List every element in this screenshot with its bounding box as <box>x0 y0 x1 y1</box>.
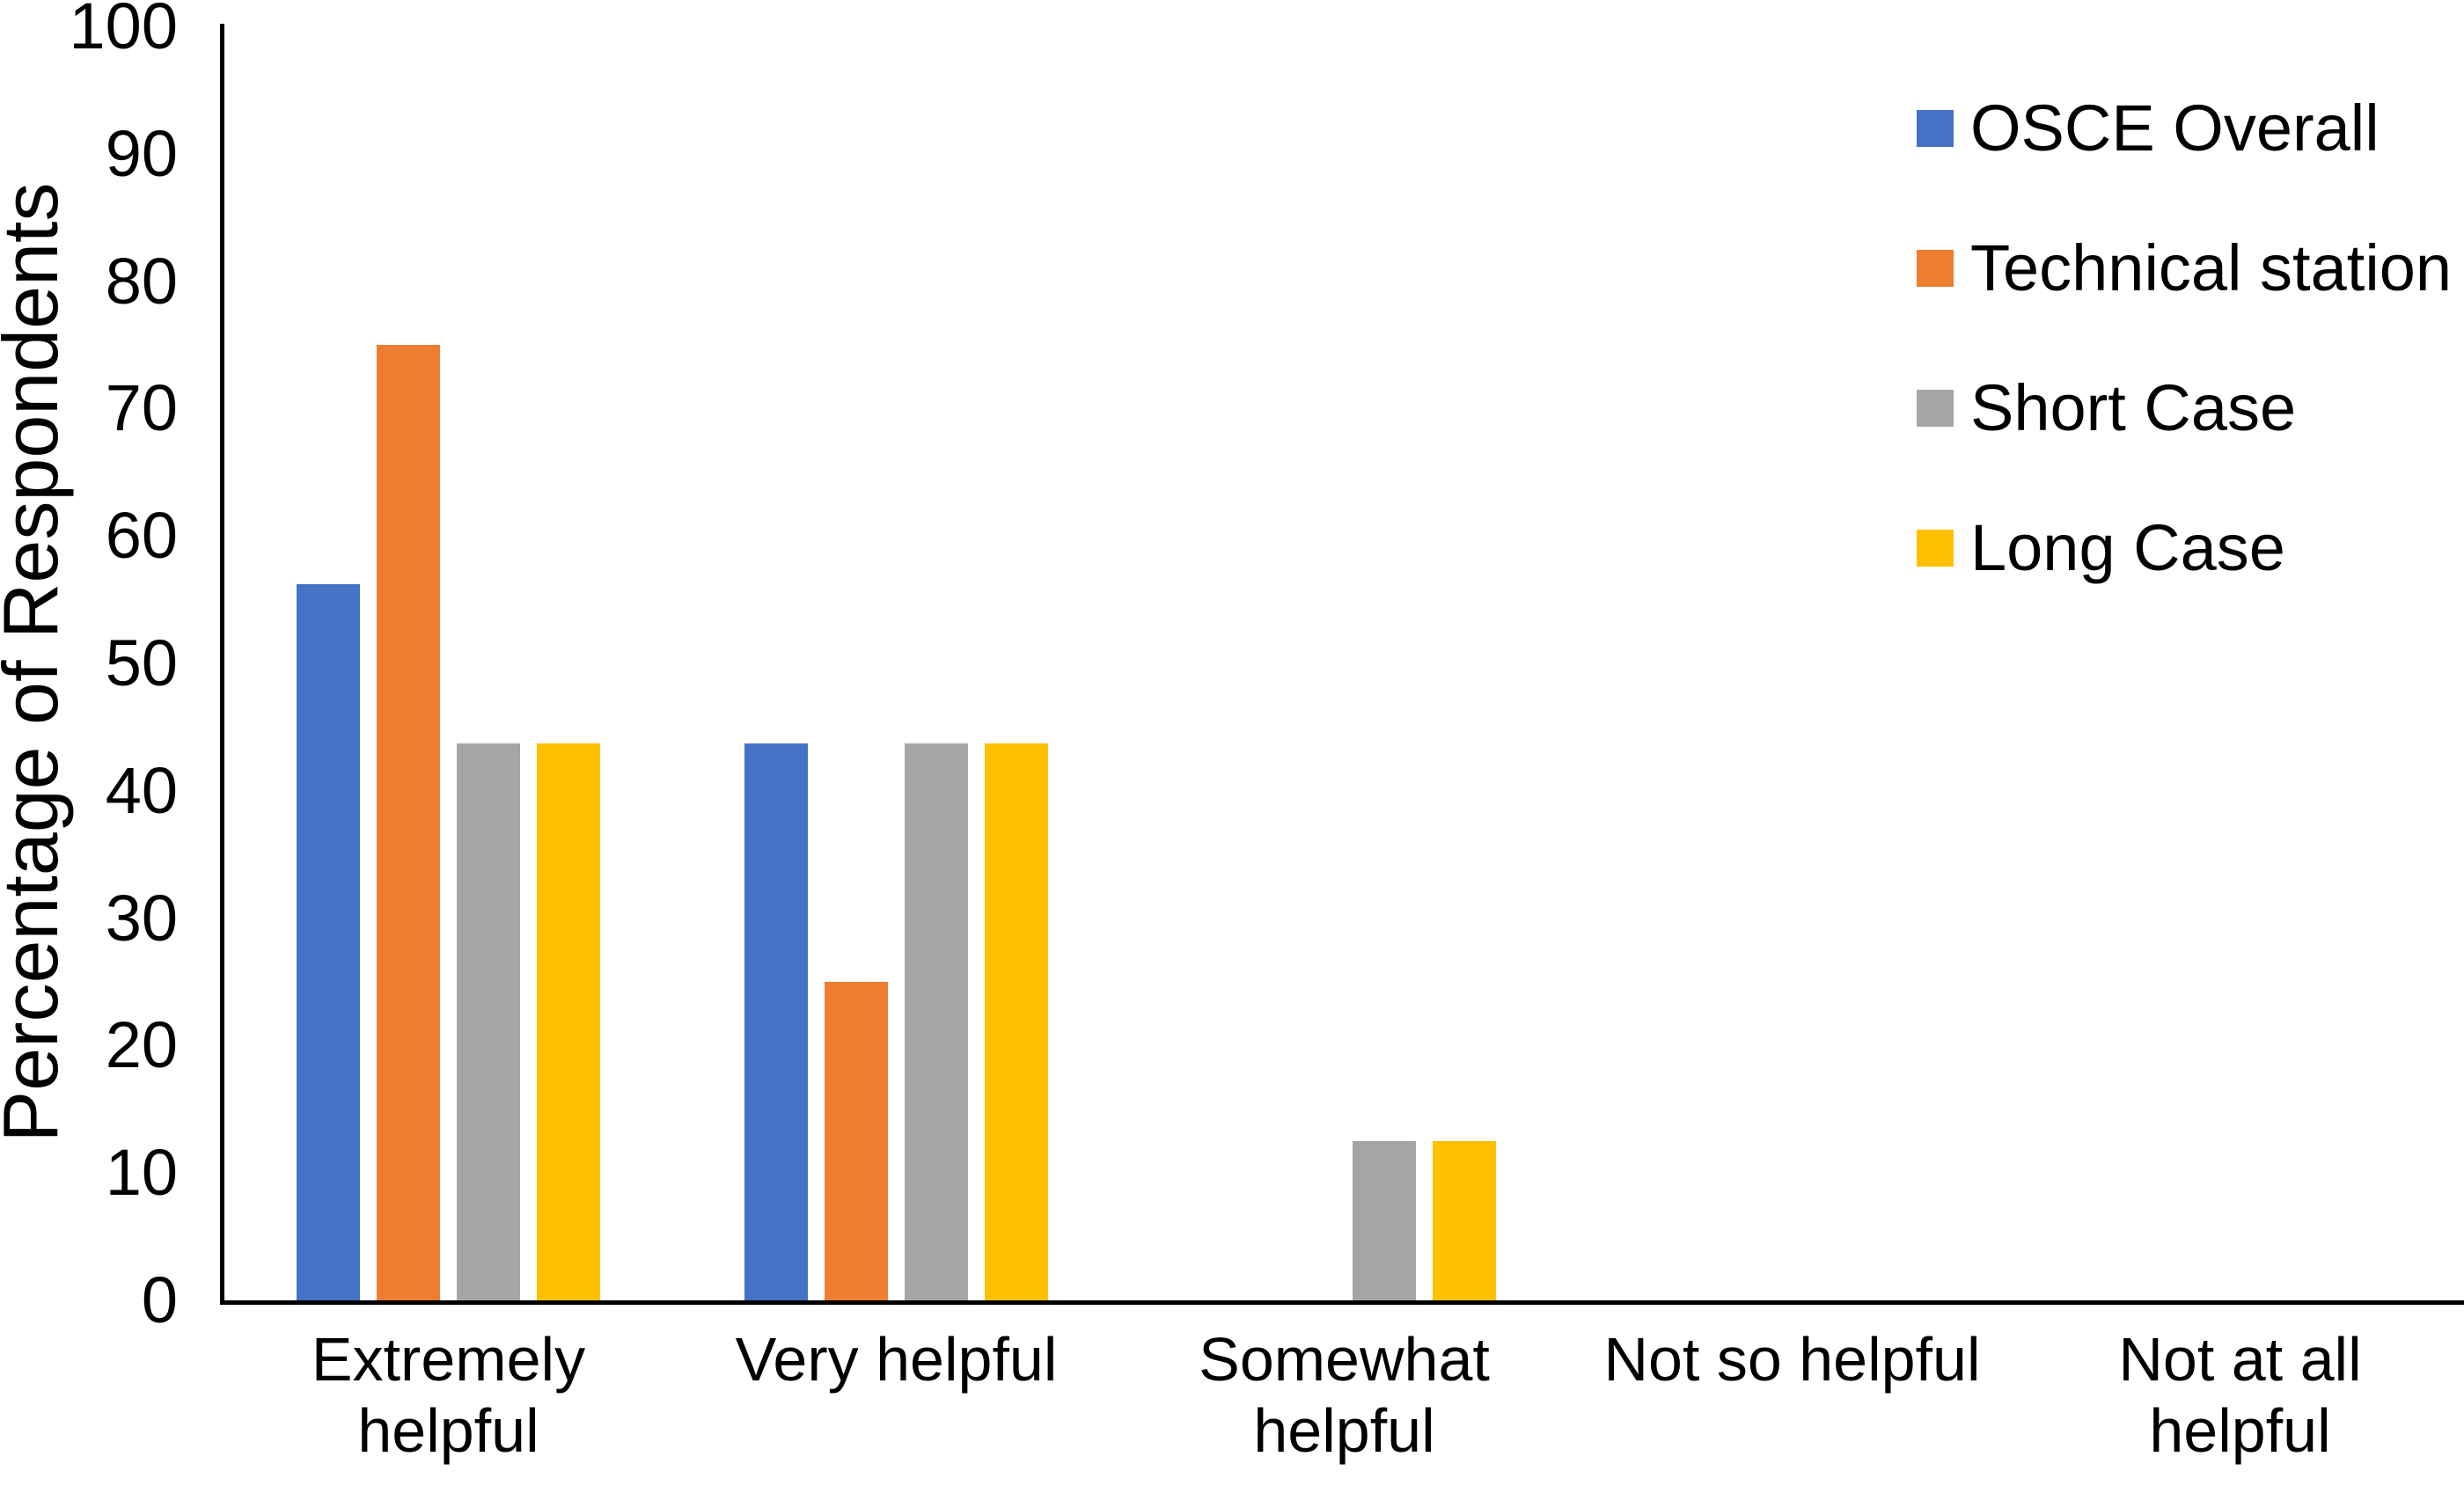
legend-label-short-case: Short Case <box>1970 370 2297 444</box>
legend-swatch-short-case <box>1917 389 1954 427</box>
category-label-somewhat-helpful: Somewhat helpful <box>1199 1325 1490 1466</box>
bar-osce-overall-very-helpful <box>744 743 808 1300</box>
bar-short-case-somewhat-helpful <box>1353 1141 1416 1300</box>
bar-technical-station-extremely-helpful <box>377 345 440 1300</box>
bar-short-case-very-helpful <box>905 743 968 1300</box>
category-label-not-at-all-helpful: Not at all helpful <box>2118 1325 2362 1466</box>
legend-item-osce-overall: OSCE Overall <box>1917 92 2452 164</box>
bar-osce-overall-extremely-helpful <box>297 583 360 1300</box>
y-tick-label-70: 70 <box>105 371 178 445</box>
bar-groups <box>224 26 2464 1300</box>
legend-label-long-case: Long Case <box>1970 510 2285 584</box>
y-tick-label-50: 50 <box>105 626 178 699</box>
legend-item-long-case: Long Case <box>1917 510 2452 584</box>
y-tick-label-40: 40 <box>105 753 178 827</box>
bar-short-case-extremely-helpful <box>457 743 520 1300</box>
legend-swatch-osce-overall <box>1917 109 1954 147</box>
bar-group-extremely-helpful <box>224 26 672 1300</box>
legend-label-technical-station: Technical station <box>1970 231 2453 304</box>
bar-long-case-somewhat-helpful <box>1433 1141 1496 1300</box>
legend-item-technical-station: Technical station <box>1917 231 2453 304</box>
plot-area <box>220 24 2464 1305</box>
legend-swatch-technical-station <box>1917 249 1954 287</box>
category-label-extremely-helpful: Extremely helpful <box>311 1325 586 1466</box>
legend-item-short-case: Short Case <box>1917 370 2452 444</box>
x-axis-line <box>220 1300 2464 1305</box>
bar-long-case-very-helpful <box>985 743 1048 1300</box>
bar-long-case-extremely-helpful <box>537 743 600 1300</box>
legend: OSCE Overall Technical station Short Case L… <box>1917 92 2452 583</box>
y-axis-line <box>220 24 224 1305</box>
y-tick-label-100: 100 <box>69 0 178 62</box>
legend-swatch-long-case <box>1917 529 1954 567</box>
x-axis-category-labels: Extremely helpful Very helpful Somewhat he… <box>224 1324 2464 1467</box>
y-tick-label-90: 90 <box>105 116 178 190</box>
legend-label-osce-overall: OSCE Overall <box>1970 91 2380 165</box>
y-tick-label-80: 80 <box>105 244 178 318</box>
bar-technical-station-very-helpful <box>825 982 888 1300</box>
y-axis-title: Percentage of Respondents <box>0 182 74 1143</box>
y-tick-label-30: 30 <box>105 881 178 955</box>
category-label-not-so-helpful: Not so helpful <box>1603 1325 1981 1394</box>
y-tick-label-20: 20 <box>105 1008 178 1082</box>
y-tick-label-60: 60 <box>105 499 178 573</box>
bar-group-very-helpful <box>672 26 1120 1300</box>
bar-group-somewhat-helpful <box>1120 26 1568 1300</box>
y-tick-label-10: 10 <box>105 1136 178 1210</box>
y-tick-label-0: 0 <box>141 1263 178 1336</box>
category-label-very-helpful: Very helpful <box>735 1325 1058 1394</box>
